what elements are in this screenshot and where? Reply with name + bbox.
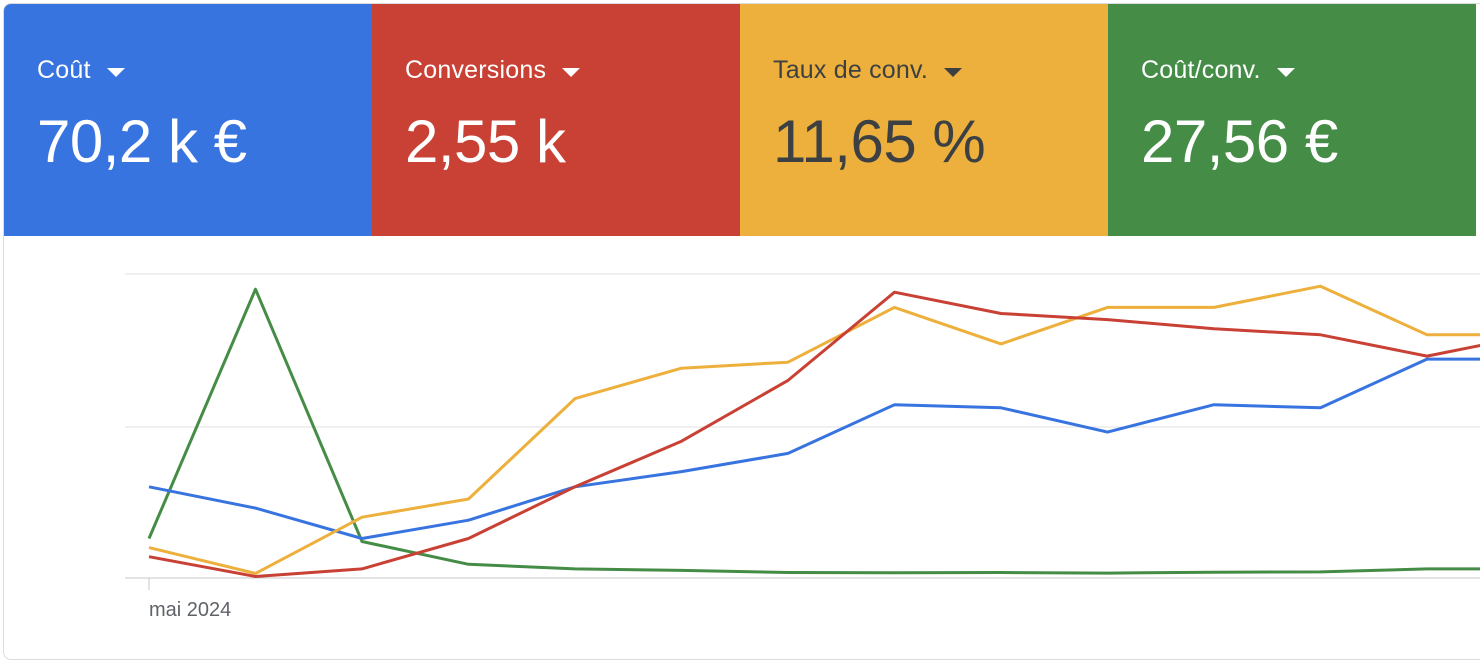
- metric-tile-conversion-rate[interactable]: Taux de conv. 11,65 %: [740, 4, 1108, 236]
- metric-selector-conversion-rate[interactable]: Taux de conv.: [773, 56, 963, 85]
- metric-value: 11,65 %: [773, 108, 986, 175]
- dropdown-arrow-icon: [1276, 67, 1295, 77]
- metric-value: 27,56 €: [1141, 108, 1338, 175]
- line-chart: mai 2024: [4, 236, 1480, 659]
- x-tick-label: mai 2024: [149, 599, 232, 621]
- dropdown-arrow-icon: [106, 67, 125, 77]
- chart-svg: [125, 273, 1480, 590]
- series-line-2: [148, 284, 1480, 575]
- metric-selector-cost-per-conversion[interactable]: Coût/conv.: [1141, 56, 1295, 85]
- metric-tile-cost-per-conversion[interactable]: Coût/conv. 27,56 €: [1108, 4, 1476, 236]
- metric-tiles: Coût 70,2 k € Conversions 2,55 k Taux de…: [4, 4, 1480, 236]
- metric-label: Taux de conv.: [773, 56, 929, 84]
- performance-card: Coût 70,2 k € Conversions 2,55 k Taux de…: [3, 3, 1480, 660]
- metric-label: Coût: [37, 56, 91, 84]
- dropdown-arrow-icon: [562, 67, 581, 77]
- metric-selector-conversions[interactable]: Conversions: [405, 56, 581, 85]
- metric-selector-cost[interactable]: Coût: [37, 56, 125, 85]
- metric-tile-conversions[interactable]: Conversions 2,55 k: [372, 4, 740, 236]
- series-line-0: [148, 357, 1480, 540]
- metric-label: Conversions: [405, 56, 547, 84]
- metric-value: 70,2 k €: [37, 108, 247, 175]
- metric-label: Coût/conv.: [1141, 56, 1261, 84]
- metric-tile-cost[interactable]: Coût 70,2 k €: [4, 4, 372, 236]
- series-layer: [147, 284, 1480, 578]
- series-line-1: [148, 290, 1480, 578]
- series-line-3: [147, 287, 1480, 575]
- dropdown-arrow-icon: [944, 67, 963, 77]
- metric-value: 2,55 k: [405, 108, 566, 175]
